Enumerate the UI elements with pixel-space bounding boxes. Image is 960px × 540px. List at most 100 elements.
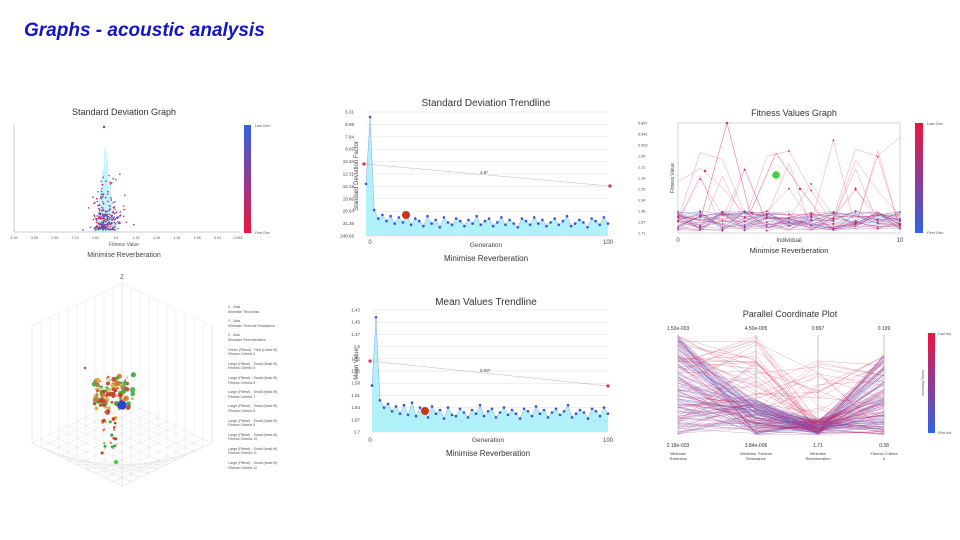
data-point: [109, 441, 112, 444]
data-point: [410, 401, 414, 404]
histogram-bar: [113, 218, 115, 232]
data-point: [483, 219, 487, 223]
data-point: [98, 398, 103, 403]
series-line: [677, 212, 901, 227]
series-line: [677, 403, 885, 433]
y-tick-label: 1.42: [351, 308, 360, 313]
data-point: [115, 425, 117, 427]
series-line: [677, 335, 885, 435]
histogram-bar: [105, 165, 107, 232]
data-point: [104, 410, 107, 413]
legend-top-label: Last Ind.: [938, 332, 952, 336]
y-tick-label: 10.34: [343, 159, 355, 164]
data-point: [108, 218, 110, 221]
data-point: [102, 208, 105, 211]
data-point: [549, 221, 552, 224]
data-point: [810, 183, 813, 185]
data-point: [130, 391, 136, 397]
color-legend-bar: [244, 125, 251, 233]
data-point: [102, 429, 105, 432]
trend-line: [364, 163, 611, 187]
y-axis-label: Fitness Value: [670, 163, 676, 193]
data-point: [788, 213, 790, 215]
data-point: [474, 412, 478, 415]
data-point: [677, 213, 679, 215]
grid-line: [103, 408, 195, 452]
legend-item: Large (Fittest) - Small (least fit) Fitne…: [228, 418, 278, 428]
data-point: [578, 408, 582, 412]
data-point: [125, 405, 131, 410]
series-line: [677, 366, 885, 432]
series-line: [677, 335, 885, 426]
series-line: [677, 211, 901, 232]
legend-item: Large (Fittest) - Small (least fit) Fitne…: [228, 404, 278, 413]
axis-label: Resistance: [746, 456, 767, 461]
histogram-bar: [116, 229, 118, 232]
data-point: [102, 176, 104, 179]
data-point: [103, 218, 105, 220]
series-line: [677, 356, 885, 430]
data-point: [116, 387, 119, 390]
data-point: [114, 437, 118, 441]
data-point: [103, 227, 106, 229]
data-point: [516, 226, 520, 229]
data-point: [125, 221, 128, 223]
axis-top-value: 1.53e-003: [667, 326, 690, 332]
data-point: [97, 222, 99, 224]
data-point: [122, 205, 125, 207]
data-point: [530, 414, 534, 418]
axis-label: Minimise Thermal: [740, 451, 772, 456]
histogram-bar: [100, 188, 102, 232]
data-point: [538, 412, 542, 415]
y-tick-label: 1.55: [351, 369, 360, 374]
series-line: [677, 350, 885, 406]
scatter-3d-legend: X - Axis Minimise Thickness Y - Axis Minimi…: [228, 305, 288, 475]
data-point: [102, 222, 104, 225]
data-point: [100, 195, 102, 198]
data-point: [115, 223, 117, 225]
data-point: [102, 196, 104, 198]
data-point: [110, 218, 113, 220]
data-point: [104, 210, 107, 212]
series-line: [677, 376, 885, 429]
data-point: [487, 217, 491, 220]
data-point: [699, 211, 702, 214]
histogram-bar: [107, 160, 109, 232]
y-tick-label: 1.05: [638, 155, 645, 159]
data-point: [99, 218, 102, 220]
data-point: [101, 209, 103, 212]
series-line: [677, 361, 885, 431]
data-point: [109, 208, 111, 211]
data-point: [103, 215, 106, 218]
chart-title: Mean Values Trendline: [435, 297, 537, 308]
data-point: [832, 217, 835, 220]
data-point: [578, 218, 581, 222]
data-point: [570, 416, 574, 419]
data-point: [100, 197, 103, 200]
series-line: [677, 337, 885, 433]
data-point: [832, 212, 835, 215]
data-point: [582, 221, 585, 224]
data-point: [438, 226, 442, 229]
histogram-bar: [118, 231, 120, 232]
data-point: [450, 413, 454, 417]
series-line: [371, 317, 609, 420]
data-point: [107, 375, 110, 379]
data-point: [104, 228, 107, 230]
series-line: [677, 369, 885, 426]
data-point: [131, 397, 134, 401]
histogram-bar: [103, 169, 105, 232]
data-point: [102, 220, 105, 222]
data-point: [378, 399, 382, 402]
data-point: [99, 380, 101, 383]
data-point: [478, 403, 482, 407]
data-point: [743, 216, 746, 219]
trend-line: [369, 360, 609, 387]
data-point: [876, 226, 879, 228]
data-point: [109, 379, 111, 381]
data-point: [101, 187, 103, 190]
data-point: [426, 214, 429, 218]
data-point: [108, 222, 111, 224]
y-tick-label: 1.25: [638, 188, 645, 192]
grid-line: [85, 425, 177, 469]
